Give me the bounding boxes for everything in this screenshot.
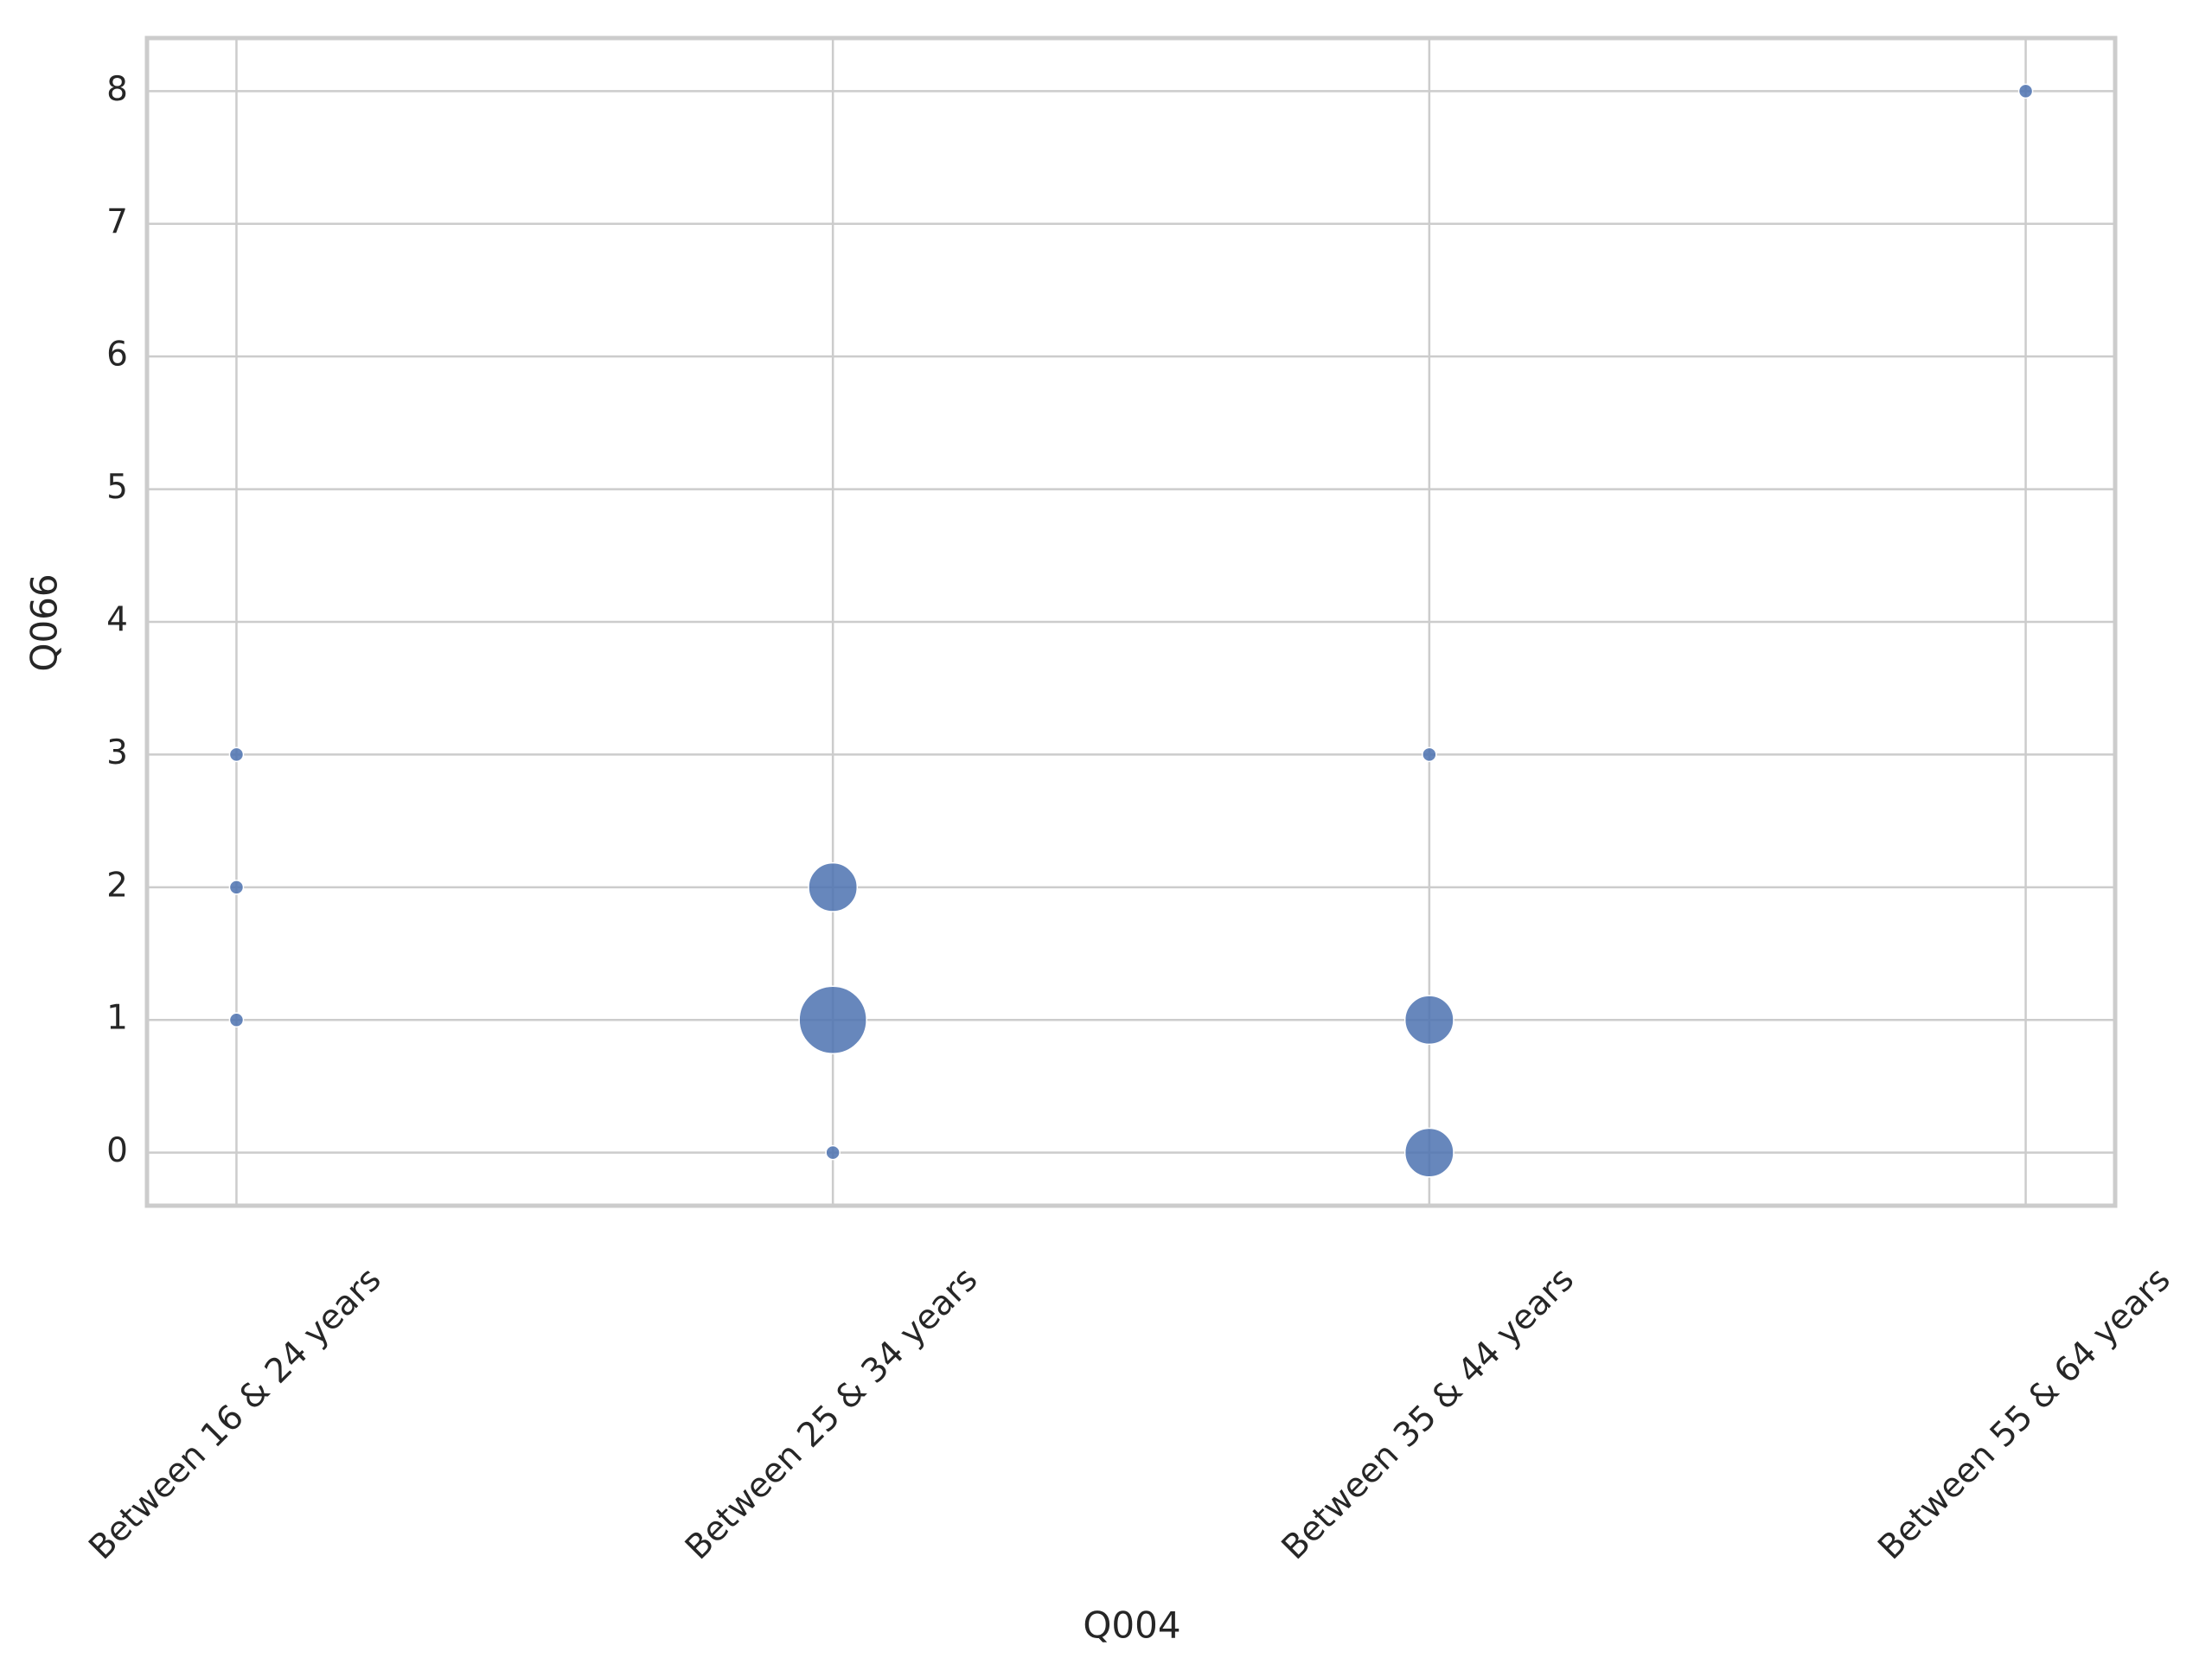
point xyxy=(1403,1127,1454,1178)
y-tick-label: 5 xyxy=(106,468,128,507)
x-tick-label: Between 16 & 24 years xyxy=(81,1260,388,1567)
plot-frame xyxy=(144,35,2118,1208)
y-tick-label: 1 xyxy=(106,999,128,1038)
point xyxy=(228,880,245,895)
x-tick-label: Between 35 & 44 years xyxy=(1275,1260,1582,1567)
y-tick-label: 3 xyxy=(106,733,128,772)
point xyxy=(228,1012,245,1028)
x-tick-label: Between 55 & 64 years xyxy=(1871,1260,2178,1567)
x-axis-label: Q004 xyxy=(1083,1604,1180,1647)
point xyxy=(228,746,245,763)
point xyxy=(808,861,859,912)
point xyxy=(825,1144,841,1161)
point xyxy=(1403,995,1454,1046)
y-axis-label: Q066 xyxy=(23,573,66,671)
y-tick-label: 0 xyxy=(106,1131,128,1170)
y-tick-label: 8 xyxy=(106,70,128,109)
y-tick-label: 7 xyxy=(106,202,128,241)
y-tick-label: 6 xyxy=(106,336,128,375)
y-tick-label: 2 xyxy=(106,866,128,905)
point xyxy=(1422,746,1437,763)
point xyxy=(798,985,867,1054)
x-tick-label: Between 25 & 34 years xyxy=(678,1260,985,1567)
point xyxy=(2017,83,2034,99)
y-tick-label: 4 xyxy=(106,601,128,640)
